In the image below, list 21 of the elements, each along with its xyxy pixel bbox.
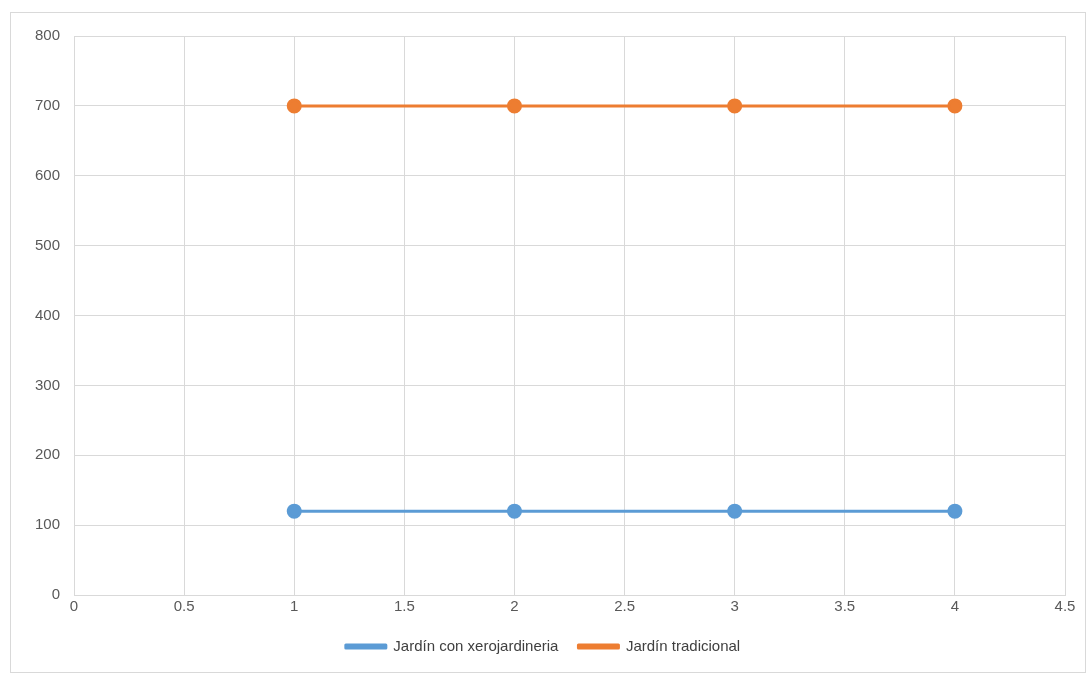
x-tick-label: 4 — [950, 597, 960, 615]
legend-label: Jardín tradicional — [625, 636, 741, 654]
y-tick-label: 0 — [51, 585, 61, 603]
x-tick-label: 0 — [69, 597, 79, 615]
y-tick-label: 400 — [35, 305, 61, 323]
y-tick-label: 100 — [35, 515, 61, 533]
x-tick-label: 3.5 — [834, 597, 856, 615]
x-tick-label: 1 — [290, 597, 299, 615]
y-tick-label: 500 — [35, 235, 61, 253]
legend-label: Jardín con xerojardineria — [393, 636, 560, 654]
y-tick-label: 800 — [35, 26, 61, 44]
y-tick-label: 200 — [35, 445, 61, 463]
x-tick-label: 3 — [730, 597, 739, 615]
y-tick-label: 300 — [35, 375, 61, 393]
x-tick-label: 2.5 — [614, 597, 635, 615]
x-tick-label: 0.5 — [173, 597, 195, 615]
x-tick-label: 2 — [510, 597, 519, 615]
x-tick-label: 1.5 — [393, 597, 415, 615]
x-tick-label: 4.5 — [1054, 597, 1076, 615]
y-tick-label: 600 — [35, 165, 61, 183]
y-tick-label: 700 — [35, 96, 61, 114]
